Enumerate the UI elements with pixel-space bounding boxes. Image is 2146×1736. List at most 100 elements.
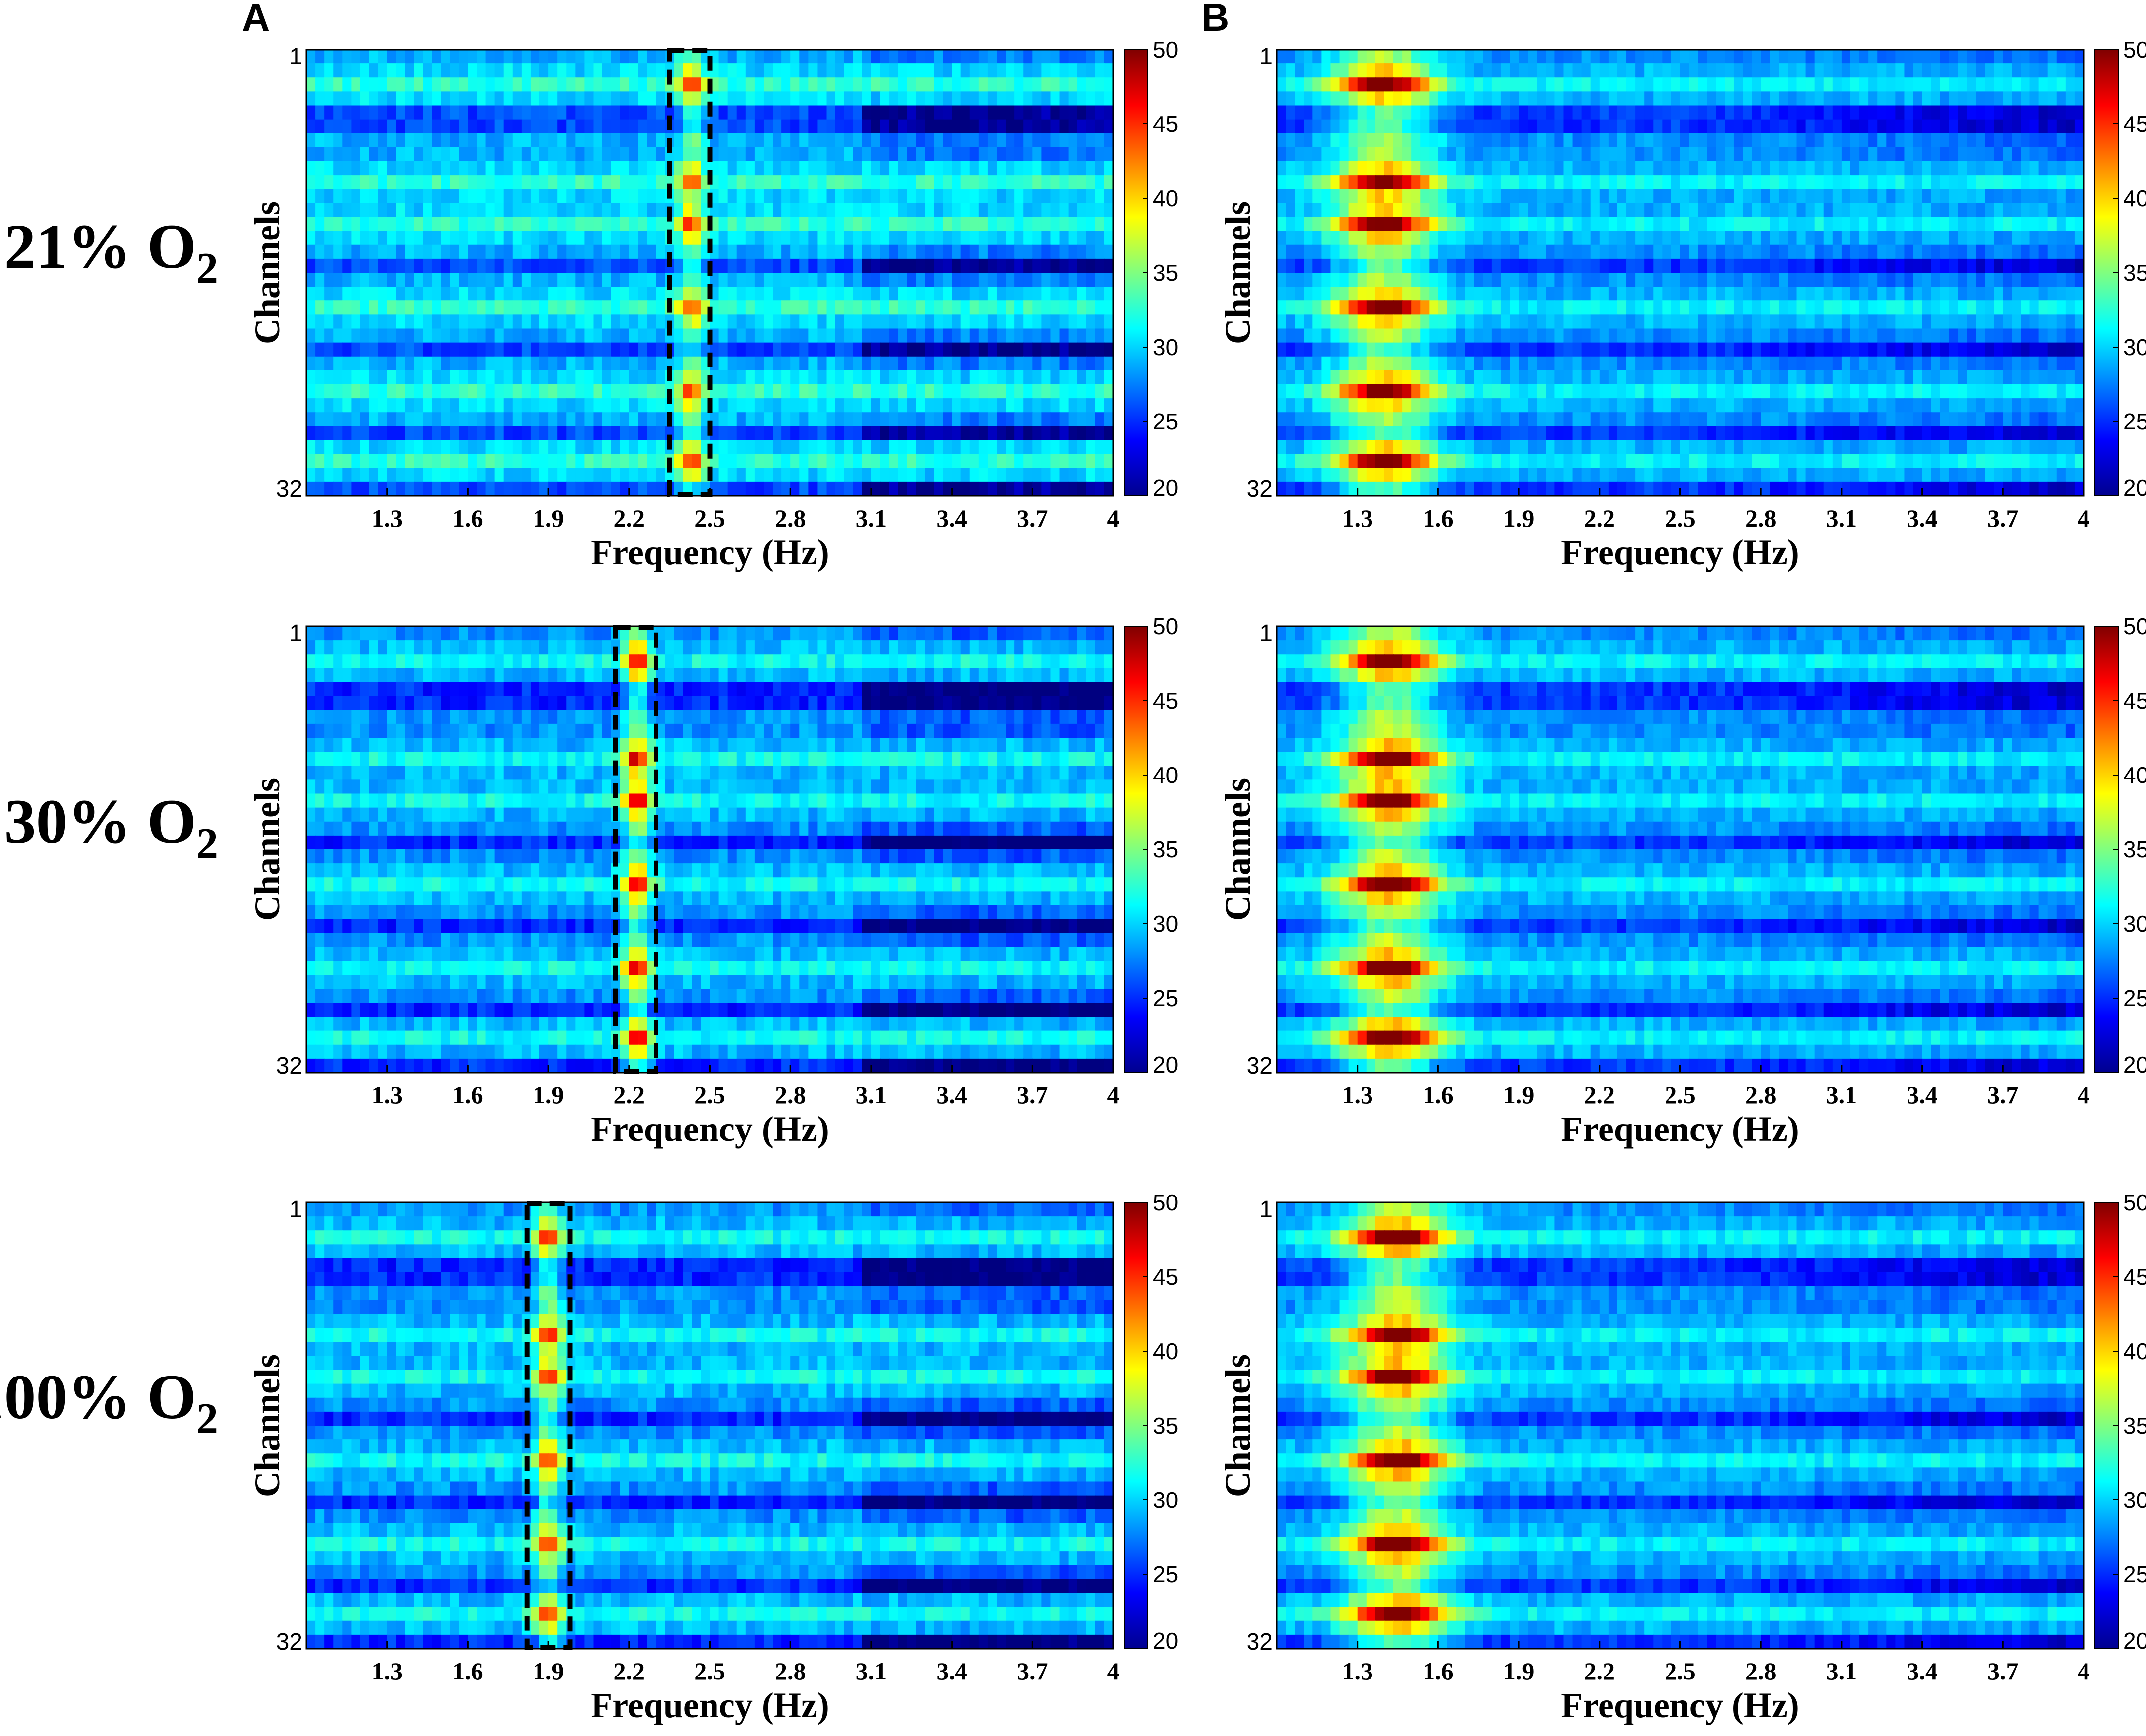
row-label-21: 21% O2 bbox=[4, 211, 218, 293]
heatmap-cell bbox=[477, 468, 486, 482]
heatmap-cell bbox=[512, 189, 522, 204]
heatmap-cell bbox=[862, 105, 872, 120]
heatmap-cell bbox=[1312, 314, 1322, 329]
heatmap-cell bbox=[521, 426, 531, 441]
heatmap-cell bbox=[324, 63, 334, 78]
heatmap-cell bbox=[1041, 231, 1051, 245]
heatmap-cell bbox=[1104, 161, 1114, 176]
heatmap-cell bbox=[1393, 63, 1403, 78]
heatmap-cell bbox=[1339, 147, 1349, 162]
heatmap-cell bbox=[754, 161, 764, 176]
heatmap-cell bbox=[978, 314, 988, 329]
heatmap-cell bbox=[584, 481, 594, 496]
heatmap-cell bbox=[387, 231, 397, 245]
heatmap-cell bbox=[530, 287, 540, 301]
heatmap-cell bbox=[674, 398, 684, 413]
heatmap-cell bbox=[1500, 342, 1510, 357]
heatmap-cell bbox=[1068, 440, 1078, 455]
heatmap-cell bbox=[1304, 231, 1313, 245]
heatmap-cell bbox=[638, 398, 648, 413]
heatmap-cell bbox=[871, 342, 881, 357]
heatmap-cell bbox=[1366, 189, 1376, 204]
heatmap-cell bbox=[1635, 203, 1645, 218]
heatmap-cell bbox=[557, 189, 567, 204]
heatmap-cell bbox=[342, 300, 352, 315]
heatmap-cell bbox=[584, 258, 594, 273]
heatmap-cell bbox=[477, 77, 486, 92]
heatmap-cell bbox=[1032, 356, 1042, 371]
heatmap-cell bbox=[387, 481, 397, 496]
heatmap-cell bbox=[647, 203, 656, 218]
heatmap-cell bbox=[1456, 105, 1466, 120]
heatmap-cell bbox=[450, 314, 460, 329]
heatmap-cell bbox=[996, 412, 1006, 427]
heatmap-cell bbox=[2074, 217, 2084, 232]
heatmap-cell bbox=[2012, 287, 2022, 301]
heatmap-cell bbox=[387, 454, 397, 469]
heatmap-cell bbox=[1689, 189, 1699, 204]
heatmap-cell bbox=[1554, 217, 1564, 232]
heatmap-cell bbox=[745, 370, 755, 385]
heatmap-cell bbox=[539, 468, 549, 482]
y-tick-label: 32 bbox=[276, 476, 302, 502]
heatmap-cell bbox=[1393, 328, 1403, 343]
heatmap-cell bbox=[1546, 77, 1555, 92]
heatmap-cell bbox=[1384, 314, 1394, 329]
heatmap-cell bbox=[432, 105, 441, 120]
heatmap-cell bbox=[790, 147, 800, 162]
heatmap-cell bbox=[1321, 231, 1331, 245]
heatmap-cell bbox=[763, 119, 773, 134]
heatmap-cell bbox=[1528, 50, 1538, 64]
heatmap-cell bbox=[1653, 328, 1663, 343]
heatmap-cell bbox=[781, 258, 791, 273]
heatmap-cell bbox=[485, 356, 495, 371]
heatmap-cell bbox=[1277, 189, 1286, 204]
heatmap-cell bbox=[1985, 244, 1995, 259]
heatmap-cell bbox=[1850, 119, 1860, 134]
heatmap-cell bbox=[1608, 258, 1618, 273]
heatmap-cell bbox=[1976, 91, 1985, 106]
heatmap-cell bbox=[1546, 203, 1555, 218]
heatmap-cell bbox=[835, 273, 845, 287]
heatmap-cell bbox=[1599, 189, 1609, 204]
heatmap-cell bbox=[584, 384, 594, 399]
heatmap-cell bbox=[1384, 287, 1394, 301]
heatmap-cell bbox=[378, 356, 388, 371]
heatmap-cell bbox=[575, 217, 585, 232]
heatmap-cell bbox=[414, 147, 423, 162]
heatmap-cell bbox=[718, 300, 728, 315]
heatmap-cell bbox=[539, 384, 549, 399]
heatmap-cell bbox=[2012, 273, 2022, 287]
heatmap-cell bbox=[1796, 300, 1806, 315]
heatmap-cell bbox=[996, 203, 1006, 218]
heatmap-cell bbox=[1447, 342, 1457, 357]
heatmap-cell bbox=[692, 370, 702, 385]
heatmap-cell bbox=[1528, 217, 1538, 232]
heatmap-cell bbox=[1922, 119, 1932, 134]
heatmap-cell bbox=[593, 454, 603, 469]
heatmap-cell bbox=[432, 161, 441, 176]
heatmap-cell bbox=[1491, 175, 1501, 190]
heatmap-cell bbox=[396, 398, 406, 413]
heatmap-cell bbox=[566, 328, 576, 343]
heatmap-cell bbox=[620, 105, 630, 120]
heatmap-cell bbox=[1814, 50, 1824, 64]
heatmap-cell bbox=[1653, 63, 1663, 78]
heatmap-cell bbox=[1949, 147, 1959, 162]
heatmap-cell bbox=[727, 50, 737, 64]
heatmap-cell bbox=[1014, 273, 1024, 287]
heatmap-cell bbox=[593, 384, 603, 399]
heatmap-cell bbox=[987, 426, 997, 441]
heatmap-cell bbox=[441, 231, 451, 245]
heatmap-cell bbox=[790, 356, 800, 371]
heatmap-cell bbox=[1023, 300, 1033, 315]
heatmap-cell bbox=[1312, 217, 1322, 232]
heatmap-cell bbox=[1644, 231, 1654, 245]
heatmap-cell bbox=[916, 426, 926, 441]
heatmap-cell bbox=[1104, 175, 1114, 190]
heatmap-cell bbox=[468, 77, 477, 92]
heatmap-cell bbox=[960, 287, 970, 301]
heatmap-cell bbox=[1546, 342, 1555, 357]
heatmap-cell bbox=[521, 217, 531, 232]
heatmap-cell bbox=[674, 273, 684, 287]
